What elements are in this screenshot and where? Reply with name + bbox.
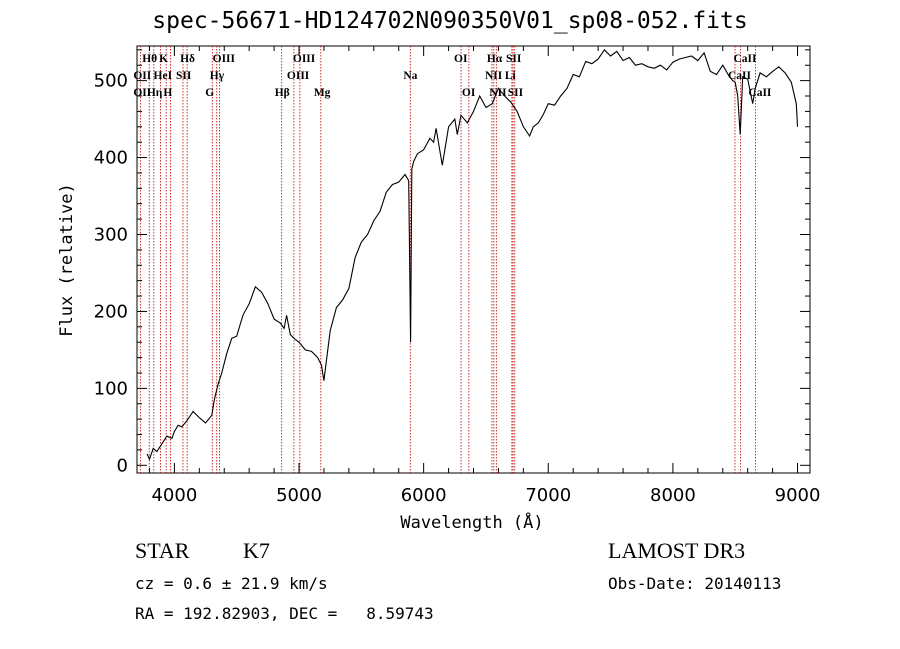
y-tick-label: 0 — [117, 455, 128, 476]
line-label: Na — [403, 70, 417, 82]
x-tick-label: 5000 — [276, 485, 322, 506]
object-class: STAR — [135, 538, 190, 563]
x-axis-label: Wavelength (Å) — [400, 511, 543, 533]
line-label: K — [159, 53, 168, 65]
line-label: Hγ — [210, 70, 225, 82]
y-tick-label: 400 — [94, 148, 128, 169]
line-label: OIII — [213, 53, 236, 65]
coordinates: RA = 192.82903, DEC = 8.59743 — [135, 604, 434, 623]
line-label: NII — [489, 87, 507, 99]
chart-title: spec-56671-HD124702N090350V01_sp08-052.f… — [152, 8, 748, 34]
survey-name: LAMOST DR3 — [608, 538, 746, 563]
spectrum-line — [146, 48, 799, 461]
line-label: Hβ — [275, 87, 290, 99]
y-axis-label: Flux (relative) — [57, 183, 77, 337]
line-label: Hα — [487, 53, 503, 65]
y-tick-label: 300 — [94, 224, 128, 245]
line-label: NII — [485, 70, 503, 82]
x-tick-label: 7000 — [525, 485, 571, 506]
line-label: OII — [133, 70, 151, 82]
line-label: Hθ — [142, 53, 157, 65]
obs-date: Obs-Date: 20140113 — [608, 574, 782, 593]
line-label: HeI — [154, 70, 173, 82]
redshift-text: cz = 0.6 ± 21.9 km/s — [135, 574, 328, 593]
line-label: Mg — [314, 87, 331, 99]
x-tick-label: 9000 — [775, 485, 821, 506]
line-label: OIII — [287, 70, 310, 82]
object-subclass: K7 — [243, 538, 270, 563]
line-label: CaII — [748, 87, 772, 99]
line-label: SII — [508, 87, 524, 99]
line-label: SII — [506, 53, 522, 65]
line-label: SII — [176, 70, 192, 82]
line-label: Hδ — [180, 53, 195, 65]
line-label: OIII — [293, 53, 316, 65]
y-tick-label: 200 — [94, 301, 128, 322]
y-tick-label: 500 — [94, 71, 128, 92]
x-tick-label: 4000 — [151, 485, 197, 506]
x-tick-label: 8000 — [650, 485, 696, 506]
line-label: CaII — [733, 53, 757, 65]
line-label: Li — [505, 70, 517, 82]
line-label: H — [163, 87, 172, 99]
x-tick-label: 6000 — [401, 485, 447, 506]
line-label: OI — [454, 53, 468, 65]
line-label: OI — [462, 87, 476, 99]
line-label: Hη — [147, 87, 163, 99]
line-label: CaII — [728, 70, 752, 82]
line-label: G — [205, 87, 214, 99]
line-label: OII — [133, 87, 151, 99]
y-tick-label: 100 — [94, 378, 128, 399]
